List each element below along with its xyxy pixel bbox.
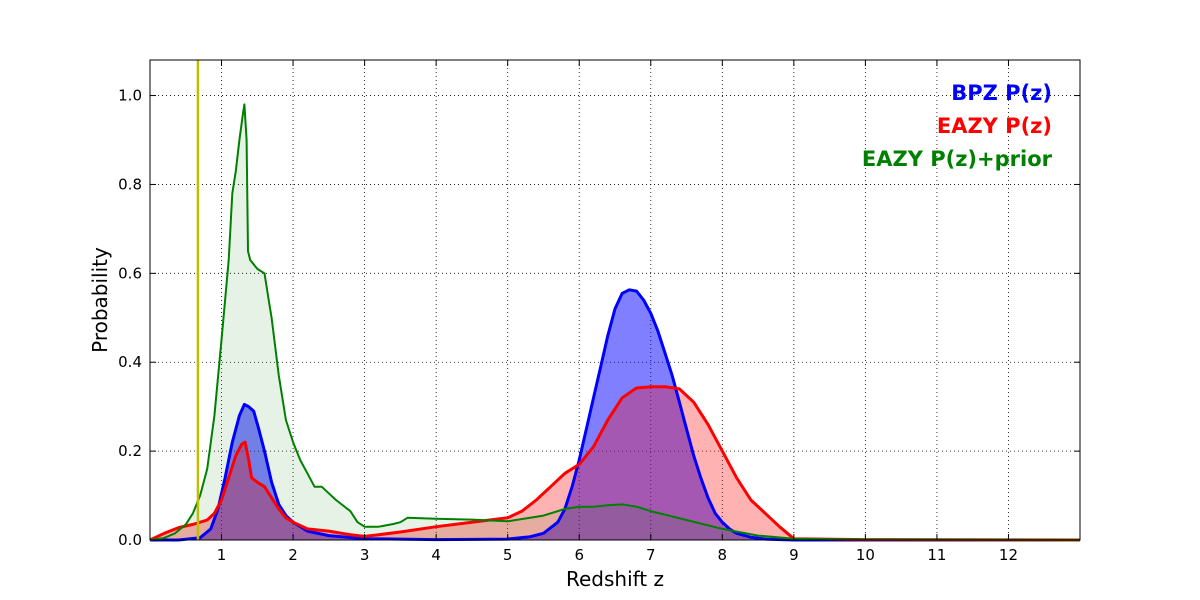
series-lines: [149, 60, 1081, 542]
y-tick-label: 0.2: [118, 442, 142, 460]
x-tick-label: 2: [288, 546, 298, 564]
y-tick-label: 0.4: [118, 353, 142, 371]
x-tick-label: 11: [927, 546, 946, 564]
x-axis-label: Redshift z: [566, 567, 664, 591]
legend-entry: EAZY P(z)+prior: [862, 147, 1053, 171]
x-tick-label: 4: [431, 546, 441, 564]
y-tick-label: 0.8: [118, 175, 142, 193]
series-line-0: [150, 288, 1080, 542]
x-tick-label: 9: [789, 546, 799, 564]
series-fills: [150, 104, 1080, 541]
x-tick-label: 7: [646, 546, 656, 564]
x-tick-label: 3: [360, 546, 370, 564]
x-tick-label: 8: [718, 546, 728, 564]
series-fill-2: [150, 104, 1080, 541]
y-axis-label: Probability: [88, 247, 112, 353]
series-line-1: [149, 385, 1081, 542]
plot-frame: [149, 59, 1081, 541]
y-tick-label: 1.0: [118, 87, 142, 105]
x-tick-label: 6: [574, 546, 584, 564]
series-fill-0: [150, 289, 1080, 540]
series-line-2: [149, 103, 1081, 541]
y-tick-label: 0.6: [118, 264, 142, 282]
x-tick-label: 10: [856, 546, 875, 564]
legend: BPZ P(z) EAZY P(z) EAZY P(z)+prior: [862, 81, 1053, 171]
legend-entry: EAZY P(z): [937, 114, 1052, 138]
legend-entry: BPZ P(z): [951, 81, 1052, 105]
y-tick-label: 0.0: [118, 531, 142, 549]
series-fill-1: [150, 386, 1080, 540]
x-tick-label: 12: [999, 546, 1018, 564]
x-tick-label: 1: [217, 546, 227, 564]
axis-ticks: 1 2 3 4 5 6 7 8 9 10 11 120.00.20.40.60.81.0: [118, 60, 1080, 564]
x-tick-label: 5: [503, 546, 513, 564]
